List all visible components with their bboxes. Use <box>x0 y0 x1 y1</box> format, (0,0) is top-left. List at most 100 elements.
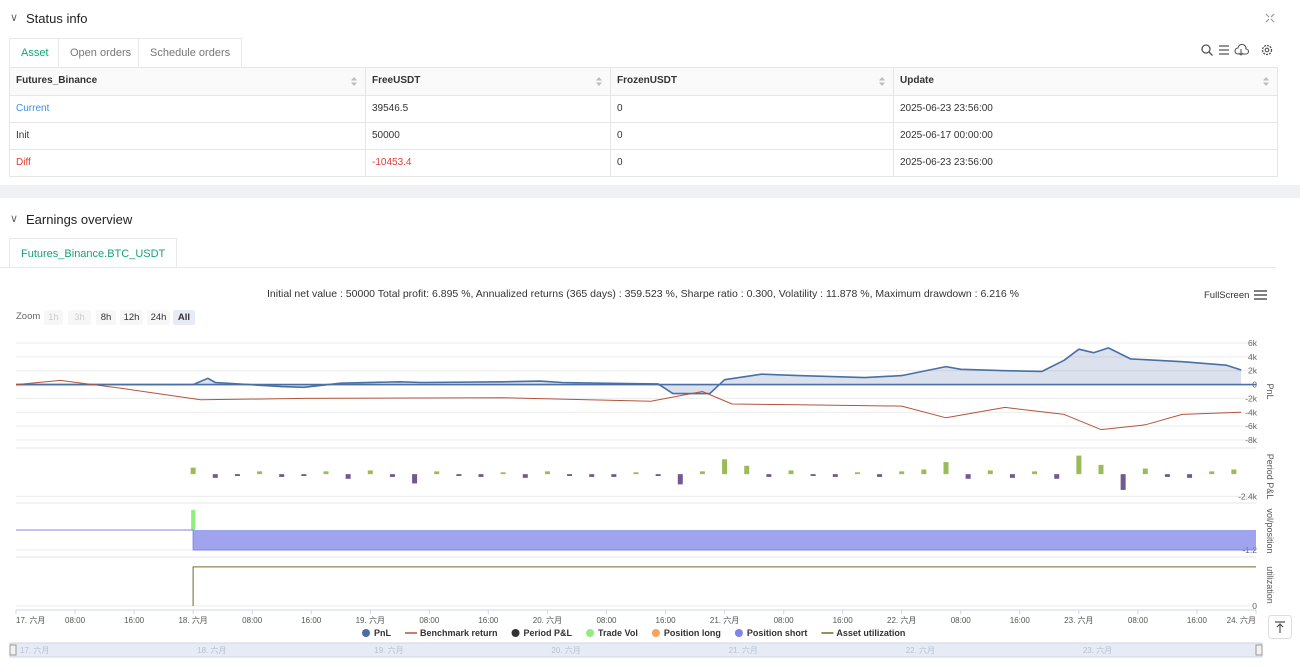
y-tick-label: 4k <box>1248 352 1258 362</box>
x-tick-label: 16:00 <box>124 616 145 625</box>
legend-marker <box>651 629 660 637</box>
column-header[interactable]: FrozenUSDT <box>611 68 894 95</box>
legend-label: Period P&L <box>524 628 573 638</box>
legend-item[interactable]: Position short <box>734 628 808 638</box>
x-tick-label: 16:00 <box>656 616 677 625</box>
bar <box>257 471 263 475</box>
fullscreen-button[interactable]: FullScreen <box>1204 290 1250 301</box>
tab[interactable]: Futures_Binance.BTC_USDT <box>9 238 178 268</box>
legend-label: PnL <box>374 628 392 638</box>
bar <box>854 472 860 475</box>
column-title: Futures_Binance <box>16 75 98 86</box>
y-tick-label: -8k <box>1245 435 1258 445</box>
legend-item[interactable]: Period P&L <box>511 628 573 638</box>
x-tick-label: 16:00 <box>1187 616 1208 625</box>
bar <box>1009 474 1015 478</box>
bar <box>544 471 550 475</box>
bar <box>1098 464 1104 475</box>
bar <box>677 474 683 485</box>
column-header[interactable]: Futures_Binance <box>10 68 366 95</box>
bar <box>212 474 218 478</box>
search-icon[interactable] <box>1201 44 1213 56</box>
navigator-handle[interactable] <box>9 644 17 656</box>
cell: 2025-06-23 23:56:00 <box>900 103 993 114</box>
y-tick-label: -2.4k <box>1238 491 1258 501</box>
collapse-icon[interactable]: ∨ <box>10 213 19 225</box>
tab[interactable]: Asset <box>9 38 61 66</box>
legend-item[interactable]: Benchmark return <box>405 628 498 638</box>
legend-item[interactable]: Trade Vol <box>586 628 638 638</box>
x-tick-label: 23. 六月 <box>1064 615 1093 625</box>
zoom-button[interactable]: 3h <box>68 310 91 325</box>
toolbar <box>1201 43 1273 56</box>
asset-table: Futures_Binance FreeUSDT FrozenUSDT Upda… <box>9 67 1278 177</box>
y-tick-label: -6k <box>1245 421 1258 431</box>
legend-item[interactable]: Asset utilization <box>821 628 905 638</box>
y-tick-label: -4k <box>1245 407 1258 417</box>
collapse-icon[interactable]: ∨ <box>10 12 19 24</box>
bar <box>1032 471 1038 475</box>
zoom-button[interactable]: All <box>173 310 195 325</box>
area-line <box>16 347 1242 395</box>
x-tick-label: 16:00 <box>1010 616 1031 625</box>
cell: 0 <box>611 150 894 176</box>
legend-marker <box>734 629 743 637</box>
y-tick-label: -1.2 <box>1242 545 1257 555</box>
bar <box>323 471 329 475</box>
x-tick-label: 19. 六月 <box>356 615 385 625</box>
navigator-handle[interactable] <box>1255 644 1263 656</box>
sort-icon[interactable] <box>879 77 885 86</box>
y-axis-title: utilization <box>1265 566 1275 604</box>
expand-icon[interactable] <box>1264 12 1276 24</box>
x-tick-label: 08:00 <box>419 616 440 625</box>
bar <box>279 474 285 477</box>
bar <box>345 474 351 479</box>
area-line <box>16 529 1256 551</box>
cell: 2025-06-23 23:56:00 <box>900 157 993 168</box>
bar <box>522 474 528 478</box>
zoom-button[interactable]: 12h <box>120 310 143 325</box>
legend-item[interactable]: PnL <box>362 628 392 638</box>
bar <box>744 465 750 475</box>
download-icon[interactable] <box>1234 43 1250 56</box>
legend-item[interactable]: Position long <box>651 628 721 638</box>
column-header[interactable]: Update <box>894 68 1277 95</box>
sort-icon[interactable] <box>596 77 602 86</box>
bar <box>589 474 595 477</box>
zoom-button[interactable]: 24h <box>147 310 170 325</box>
x-tick-label: 16:00 <box>301 616 322 625</box>
bar <box>389 474 395 477</box>
bar <box>788 470 794 475</box>
bar <box>456 474 462 476</box>
area <box>16 530 1256 550</box>
legend-marker <box>362 629 370 637</box>
bar <box>832 474 838 477</box>
x-tick-label: 20. 六月 <box>533 615 562 625</box>
bar <box>655 474 661 476</box>
list-icon[interactable] <box>1219 45 1229 55</box>
table-row: Init 50000 0 2025-06-17 00:00:00 <box>10 123 1277 150</box>
cell: -10453.4 <box>366 150 611 176</box>
bar <box>921 469 927 475</box>
navigator-label: 19. 六月 <box>374 645 403 655</box>
sort-icon[interactable] <box>1263 77 1269 86</box>
navigator-label: 22. 六月 <box>906 645 935 655</box>
settings-icon[interactable] <box>1261 44 1273 56</box>
zoom-button[interactable]: 1h <box>44 310 63 325</box>
zoom-button[interactable]: 8h <box>96 310 116 325</box>
bar <box>965 474 971 479</box>
sort-icon[interactable] <box>351 77 357 86</box>
cell: 0 <box>611 123 894 149</box>
cell: Diff <box>10 150 366 176</box>
scroll-top-button[interactable] <box>1268 615 1292 639</box>
cell: 39546.5 <box>366 96 611 122</box>
menu-icon[interactable] <box>1254 290 1267 300</box>
navigator-label: 23. 六月 <box>1083 645 1112 655</box>
tab[interactable]: Schedule orders <box>138 38 243 66</box>
tab[interactable]: Open orders <box>58 38 144 66</box>
y-tick-label: 2k <box>1248 366 1258 376</box>
column-header[interactable]: FreeUSDT <box>366 68 611 95</box>
bar <box>633 472 639 475</box>
bar <box>1187 474 1193 478</box>
